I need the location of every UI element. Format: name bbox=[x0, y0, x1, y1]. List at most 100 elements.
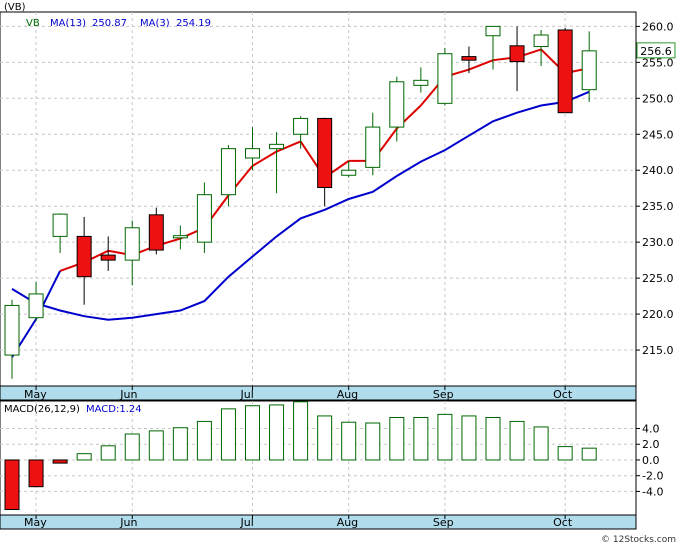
last-price-box bbox=[636, 42, 676, 59]
macd-bar bbox=[220, 408, 236, 461]
candle-body bbox=[461, 56, 477, 61]
price-x-tick-label: Jun bbox=[119, 388, 137, 401]
macd-bar bbox=[52, 459, 68, 464]
candle-body bbox=[293, 117, 309, 135]
macd-x-tick-label: Oct bbox=[553, 516, 573, 529]
macd-bar bbox=[413, 417, 429, 461]
price-y-tick-label: 230.0 bbox=[642, 236, 674, 249]
candle-body bbox=[148, 214, 164, 251]
candle-body bbox=[245, 148, 260, 159]
candle-body bbox=[557, 29, 573, 114]
price-x-axis-band bbox=[0, 385, 637, 401]
macd-y-tick-label: 2.0 bbox=[642, 438, 660, 451]
macd-bar bbox=[437, 413, 453, 461]
macd-bar bbox=[124, 433, 140, 461]
macd-x-tick-label: Jun bbox=[119, 516, 137, 529]
price-x-axis: May Jun Jul Aug Sep Oct bbox=[24, 386, 573, 401]
price-x-tick-label: May bbox=[24, 388, 47, 401]
macd-bar bbox=[341, 421, 357, 461]
macd-bar bbox=[4, 459, 20, 510]
footer-credit: © 12Stocks.com bbox=[601, 535, 676, 545]
candle-body bbox=[4, 304, 20, 356]
candle-body bbox=[220, 148, 236, 196]
macd-bar bbox=[28, 459, 44, 488]
macd-bar bbox=[389, 417, 405, 461]
price-y-tick-label: 240.0 bbox=[642, 164, 674, 177]
macd-bar bbox=[365, 422, 381, 461]
candle-body bbox=[581, 50, 597, 91]
price-y-tick-label: 235.0 bbox=[642, 200, 674, 213]
legend-ma13-value: 250.87 bbox=[92, 18, 127, 29]
macd-panel: 4.0 2.0 0.0 -2.0 -4.0 May Jun Jul Aug Sep Oct MAC… bbox=[0, 400, 663, 530]
macd-bar bbox=[100, 445, 116, 461]
macd-y-tick-label: -2.0 bbox=[642, 470, 663, 483]
price-y-tick-label: 215.0 bbox=[642, 344, 674, 357]
macd-bar bbox=[269, 404, 285, 461]
price-x-tick-label: Oct bbox=[553, 388, 573, 401]
candle-body bbox=[437, 53, 453, 104]
macd-x-tick-label: Jul bbox=[240, 516, 254, 529]
macd-x-tick-label: May bbox=[24, 516, 47, 529]
price-x-tick-label: Aug bbox=[337, 388, 358, 401]
macd-bar bbox=[172, 427, 188, 461]
macd-bar bbox=[509, 420, 525, 461]
candle-body bbox=[509, 45, 525, 63]
macd-bar bbox=[196, 420, 212, 461]
candle-body bbox=[100, 254, 116, 261]
macd-bar bbox=[485, 417, 501, 461]
legend-ma3-value: 254.19 bbox=[176, 18, 211, 29]
ticker-symbol: VB bbox=[26, 18, 40, 29]
candle-body bbox=[389, 81, 405, 128]
macd-y-tick-label: 4.0 bbox=[642, 423, 660, 436]
candle-body bbox=[485, 25, 501, 37]
price-x-tick-label: Jul bbox=[240, 388, 254, 401]
macd-x-tick-label: Sep bbox=[433, 516, 454, 529]
macd-bar bbox=[76, 453, 92, 461]
price-y-tick-label: 220.0 bbox=[642, 308, 674, 321]
ma13-segment bbox=[468, 59, 494, 71]
price-y-tick-label: 225.0 bbox=[642, 272, 674, 285]
price-y-tick-label: 255.0 bbox=[642, 56, 674, 69]
macd-y-tick-label: -4.0 bbox=[642, 485, 663, 498]
macd-bar bbox=[148, 430, 164, 461]
candle-body bbox=[269, 143, 285, 150]
macd-bars bbox=[4, 401, 597, 510]
ma13-segment bbox=[251, 150, 278, 167]
candle-body bbox=[76, 235, 92, 278]
macd-bar bbox=[533, 426, 549, 461]
candle-body bbox=[533, 34, 549, 48]
macd-bar bbox=[245, 405, 260, 461]
candle-body bbox=[365, 126, 381, 168]
macd-x-tick-label: Aug bbox=[337, 516, 358, 529]
candle-body bbox=[172, 235, 188, 239]
macd-bar bbox=[317, 415, 333, 461]
ma13-segment bbox=[276, 140, 301, 153]
macd-value-label: MACD:1.24 bbox=[86, 404, 142, 415]
macd-bar bbox=[461, 415, 477, 461]
candle-body bbox=[317, 117, 333, 188]
price-y-axis: 215.0 220.0 225.0 230.0 235.0 240.0 245.0 250.0… bbox=[636, 20, 674, 357]
macd-x-axis-band bbox=[0, 514, 637, 530]
candle-body bbox=[196, 194, 212, 243]
candle-body bbox=[413, 79, 429, 86]
candle-body bbox=[28, 293, 44, 319]
macd-bar bbox=[293, 401, 309, 461]
legend-ma3-label: MA(3) bbox=[140, 18, 170, 29]
ticker-label: (VB) bbox=[4, 2, 26, 13]
price-candles bbox=[4, 25, 597, 379]
price-y-tick-label: 245.0 bbox=[642, 128, 674, 141]
legend-ma13-label: MA(13) bbox=[50, 18, 86, 29]
price-y-tick-label: 260.0 bbox=[642, 20, 674, 33]
price-x-tick-label: Sep bbox=[433, 388, 454, 401]
macd-y-axis: 4.0 2.0 0.0 -2.0 -4.0 bbox=[636, 423, 663, 498]
macd-y-tick-label: 0.0 bbox=[642, 454, 660, 467]
ma3-line bbox=[11, 90, 590, 321]
macd-bar bbox=[557, 446, 573, 461]
candle-body bbox=[52, 213, 68, 237]
macd-title: MACD(26,12,9) bbox=[4, 404, 80, 415]
macd-x-axis: May Jun Jul Aug Sep Oct bbox=[24, 515, 573, 529]
macd-bar bbox=[581, 447, 597, 461]
candle-body bbox=[341, 169, 357, 176]
price-plot-frame bbox=[0, 11, 637, 387]
